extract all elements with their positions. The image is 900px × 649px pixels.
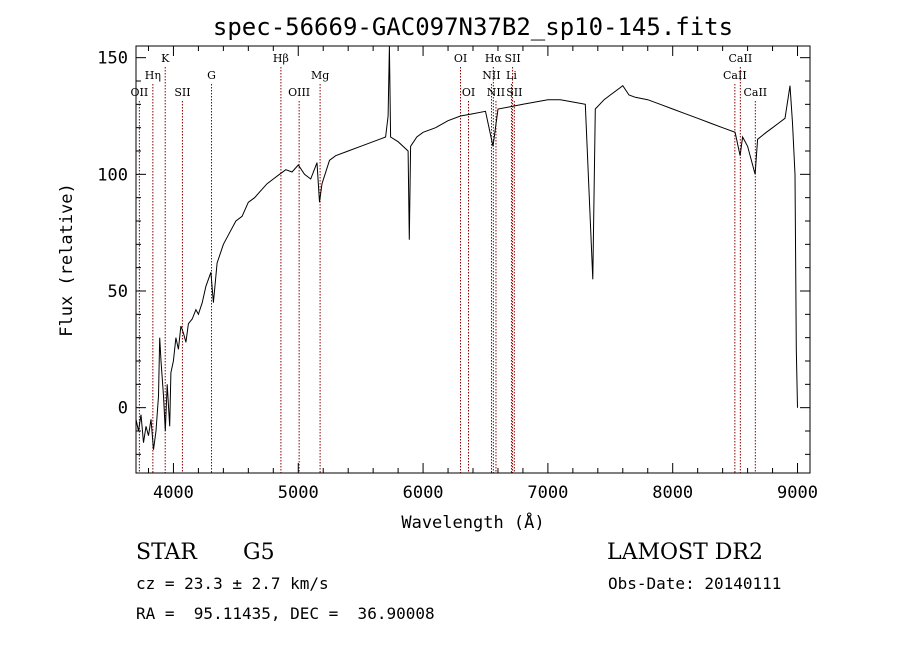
- line-marker-label: OII: [131, 86, 149, 99]
- x-tick-label: 7000: [527, 483, 568, 503]
- y-tick-label: 0: [118, 399, 128, 419]
- coordinates: RA = 95.11435, DEC = 36.90008: [136, 604, 435, 623]
- y-axis-label: Flux (relative): [57, 183, 77, 337]
- line-marker-label: K: [161, 52, 170, 65]
- y-tick-label: 100: [97, 165, 128, 185]
- plot-frame: [135, 45, 811, 474]
- line-marker-label: Hβ: [273, 52, 289, 65]
- line-marker-label: SII: [506, 86, 522, 99]
- line-marker-label: OI: [462, 86, 475, 99]
- line-marker-label: CaII: [743, 86, 767, 99]
- spectrum-line: [135, 45, 798, 450]
- line-marker-label: Mg: [311, 69, 329, 82]
- line-markers: OIIHηKSIIGHβOIIIMgOIOIHαNIINIISIILiSIICa…: [131, 52, 767, 473]
- x-tick-label: 5000: [278, 483, 319, 503]
- y-axis-ticks: 0 50 100 150: [97, 49, 810, 455]
- line-marker-label: NII: [482, 69, 500, 82]
- line-marker-label: Li: [506, 69, 517, 82]
- x-axis-ticks: 4000 5000 6000 7000 8000 9000: [147, 46, 818, 503]
- line-marker-label: Hα: [485, 52, 503, 65]
- line-marker-label: CaII: [723, 69, 747, 82]
- survey-name: LAMOST DR2: [607, 540, 763, 565]
- x-axis-label: Wavelength (Å): [401, 511, 544, 533]
- line-marker-label: SII: [174, 86, 190, 99]
- obs-date: Obs-Date: 20140111: [608, 574, 782, 593]
- y-tick-label: 150: [97, 49, 128, 69]
- line-marker-label: G: [207, 69, 216, 82]
- x-tick-label: 6000: [403, 483, 444, 503]
- x-tick-label: 8000: [652, 483, 693, 503]
- object-class: STAR: [136, 540, 197, 565]
- x-tick-label: 9000: [777, 483, 818, 503]
- subclass: G5: [243, 540, 275, 565]
- y-tick-label: 50: [108, 282, 128, 302]
- line-marker-label: Hη: [145, 69, 161, 82]
- line-marker-label: OI: [454, 52, 467, 65]
- line-marker-label: NII: [487, 86, 505, 99]
- x-tick-label: 4000: [153, 483, 194, 503]
- redshift-cz: cz = 23.3 ± 2.7 km/s: [136, 574, 329, 593]
- chart-title: spec-56669-GAC097N37B2_sp10-145.fits: [213, 13, 733, 41]
- line-marker-label: CaII: [729, 52, 753, 65]
- line-marker-label: SII: [504, 52, 520, 65]
- line-marker-label: OIII: [288, 86, 310, 99]
